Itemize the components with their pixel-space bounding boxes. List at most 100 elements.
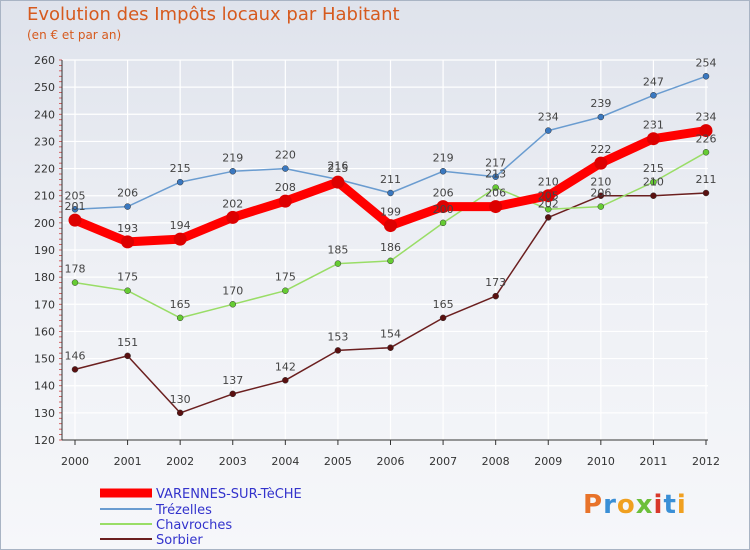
data-label: 175 (117, 271, 138, 284)
data-label: 222 (590, 143, 611, 156)
y-tick-label: 250 (34, 81, 55, 94)
data-point-chavroches (124, 287, 131, 294)
data-label: 194 (170, 219, 191, 232)
data-point-varennes (436, 200, 450, 214)
legend-label-trezelles: Trézelles (155, 503, 212, 518)
data-point-chavroches (650, 178, 657, 186)
y-tick-label: 240 (34, 108, 55, 121)
data-label: 231 (643, 119, 664, 132)
logo-letter: x (635, 490, 654, 520)
y-tick-label: 130 (34, 407, 55, 420)
data-point-varennes (594, 156, 608, 170)
data-label: 178 (65, 263, 86, 276)
data-point-varennes (68, 213, 82, 227)
data-label: 173 (485, 276, 506, 289)
data-point-chavroches (334, 260, 342, 267)
data-point-trezelles (702, 73, 710, 80)
data-point-varennes (121, 235, 135, 249)
data-label: 234 (696, 111, 717, 124)
logo-letter: i (653, 490, 664, 520)
data-label: 215 (327, 162, 348, 175)
data-label: 154 (380, 328, 401, 341)
y-tick-label: 220 (34, 163, 55, 176)
data-label: 201 (65, 200, 86, 213)
data-point-trezelles (597, 113, 605, 121)
y-tick-label: 120 (34, 434, 55, 447)
data-point-trezelles (176, 178, 184, 186)
data-label: 202 (222, 197, 243, 210)
x-tick-label: 2009 (534, 455, 562, 468)
data-label: 220 (275, 149, 296, 162)
data-point-sorbier (387, 344, 394, 351)
y-tick-label: 190 (34, 244, 55, 257)
y-tick-label: 200 (34, 217, 55, 230)
data-label: 185 (327, 244, 348, 257)
x-tick-label: 2011 (639, 455, 667, 468)
data-point-chavroches (176, 314, 184, 322)
data-point-trezelles (229, 168, 236, 175)
data-point-varennes (226, 210, 240, 224)
data-point-varennes (699, 124, 713, 138)
data-label: 215 (643, 162, 664, 175)
data-label: 206 (433, 187, 454, 200)
data-point-trezelles (492, 173, 499, 180)
x-tick-label: 2006 (377, 455, 405, 468)
x-tick-label: 2004 (271, 455, 299, 468)
data-label: 146 (65, 349, 86, 362)
data-point-sorbier (176, 409, 184, 417)
x-tick-label: 2012 (692, 455, 720, 468)
data-label: 208 (275, 181, 296, 194)
proxiti-logo: Proxiti (583, 490, 687, 520)
data-label: 254 (696, 56, 717, 69)
logo-letter: r (603, 490, 617, 520)
data-label: 219 (222, 151, 243, 164)
x-tick-label: 2003 (219, 455, 247, 468)
logo-letter: t (663, 490, 677, 520)
data-point-chavroches (71, 279, 79, 286)
data-point-chavroches (492, 184, 499, 191)
data-label: 239 (590, 97, 611, 110)
y-tick-label: 210 (34, 190, 55, 203)
data-label: 219 (433, 151, 454, 164)
data-label: 216 (327, 159, 348, 172)
data-label: 206 (590, 187, 611, 200)
data-point-trezelles (439, 168, 447, 175)
data-label: 137 (222, 374, 243, 387)
data-point-trezelles (71, 206, 79, 213)
data-label: 206 (117, 187, 138, 200)
data-point-varennes (384, 219, 397, 233)
data-point-chavroches (229, 301, 236, 308)
data-label: 165 (170, 298, 191, 311)
data-label: 217 (485, 157, 506, 170)
data-point-varennes (331, 175, 345, 189)
legend-label-chavroches: Chavroches (156, 518, 232, 533)
data-label: 206 (485, 187, 506, 200)
data-point-chavroches (387, 257, 394, 265)
legend-label-sorbier: Sorbier (156, 533, 203, 548)
data-point-chavroches (439, 219, 447, 227)
data-label: 247 (643, 75, 664, 88)
data-label: 205 (538, 189, 559, 202)
data-label: 165 (433, 298, 454, 311)
logo-letter: i (676, 490, 687, 520)
data-label: 130 (170, 393, 191, 406)
data-label: 153 (327, 330, 348, 343)
data-label: 211 (696, 173, 717, 186)
data-point-sorbier (650, 192, 657, 199)
data-point-sorbier (124, 352, 131, 360)
data-point-chavroches (597, 203, 605, 210)
data-label: 211 (380, 173, 401, 186)
data-label: 200 (433, 203, 454, 216)
data-label: 193 (117, 222, 138, 235)
chart-title: Evolution des Impôts locaux par Habitant (27, 4, 400, 25)
data-point-trezelles (124, 203, 131, 210)
data-label: 215 (170, 162, 191, 175)
x-tick-label: 2005 (324, 455, 352, 468)
data-point-sorbier (282, 377, 289, 384)
x-tick-label: 2008 (482, 455, 510, 468)
y-tick-label: 260 (34, 54, 55, 67)
x-tick-label: 2007 (429, 455, 457, 468)
y-tick-label: 180 (34, 271, 55, 284)
data-label: 151 (117, 336, 138, 349)
